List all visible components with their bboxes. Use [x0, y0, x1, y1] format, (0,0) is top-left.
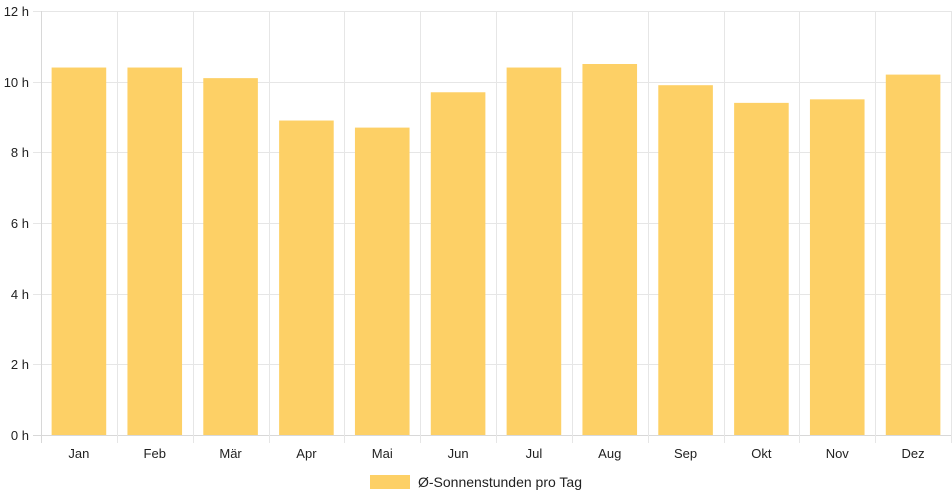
bar-sep[interactable]: [658, 85, 713, 435]
x-tick-label: Apr: [296, 446, 317, 461]
bar-feb[interactable]: [127, 67, 183, 436]
legend-label[interactable]: Ø-Sonnenstunden pro Tag: [418, 474, 582, 490]
bar-series: [51, 64, 941, 436]
y-tick-label: 2 h: [11, 357, 29, 372]
y-tick-label: 0 h: [11, 428, 29, 443]
legend-swatch[interactable]: [370, 475, 410, 489]
bar-jun[interactable]: [430, 92, 486, 436]
x-tick-label: Mär: [219, 446, 242, 461]
bar-nov[interactable]: [809, 99, 865, 435]
bar-mär[interactable]: [203, 78, 258, 435]
y-axis-ticks: 0 h 2 h 4 h 6 h 8 h 10 h 12 h: [4, 4, 29, 443]
x-tick-label: Nov: [826, 446, 850, 461]
bar-apr[interactable]: [279, 120, 334, 436]
bar-mai[interactable]: [354, 127, 410, 435]
x-tick-label: Sep: [674, 446, 697, 461]
y-tick-label: 8 h: [11, 145, 29, 160]
y-tick-label: 10 h: [4, 75, 29, 90]
legend[interactable]: Ø-Sonnenstunden pro Tag: [370, 474, 582, 490]
x-tick-label: Feb: [144, 446, 166, 461]
bar-aug[interactable]: [582, 64, 638, 435]
x-gridlines: [41, 11, 952, 443]
x-tick-label: Jan: [68, 446, 89, 461]
bar-jan[interactable]: [51, 67, 107, 436]
y-tick-label: 6 h: [11, 216, 29, 231]
bar-okt[interactable]: [734, 102, 789, 435]
x-tick-label: Jul: [526, 446, 543, 461]
bar-dez[interactable]: [885, 74, 941, 435]
x-tick-label: Aug: [598, 446, 621, 461]
y-tick-label: 4 h: [11, 287, 29, 302]
x-tick-label: Mai: [372, 446, 393, 461]
x-tick-label: Okt: [751, 446, 772, 461]
y-gridlines: [33, 11, 951, 436]
y-tick-label: 12 h: [4, 4, 29, 19]
x-tick-label: Dez: [902, 446, 925, 461]
x-tick-label: Jun: [448, 446, 469, 461]
x-axis-ticks: Jan Feb Mär Apr Mai Jun Jul Aug Sep Okt Nov Dez: [68, 446, 924, 461]
bar-jul[interactable]: [506, 67, 562, 436]
